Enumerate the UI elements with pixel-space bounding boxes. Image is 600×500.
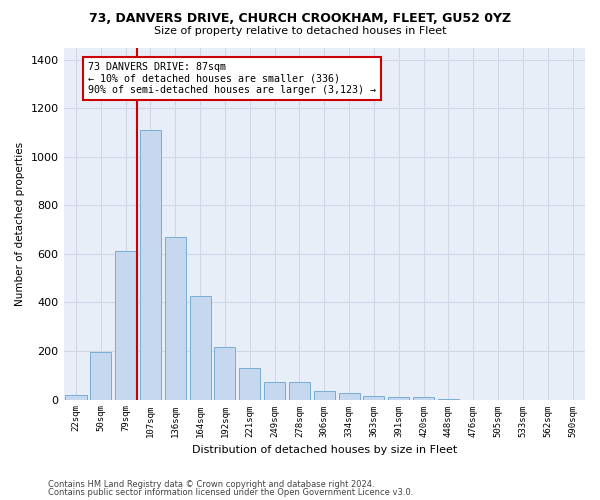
- Bar: [115, 252, 136, 400]
- Bar: [438, 398, 459, 400]
- Bar: [314, 391, 335, 400]
- Bar: [165, 237, 186, 400]
- Y-axis label: Number of detached properties: Number of detached properties: [15, 142, 25, 306]
- Text: Contains HM Land Registry data © Crown copyright and database right 2024.: Contains HM Land Registry data © Crown c…: [48, 480, 374, 489]
- Bar: [214, 348, 235, 400]
- Bar: [364, 396, 385, 400]
- Bar: [338, 393, 359, 400]
- Bar: [239, 368, 260, 400]
- X-axis label: Distribution of detached houses by size in Fleet: Distribution of detached houses by size …: [191, 445, 457, 455]
- Text: Contains public sector information licensed under the Open Government Licence v3: Contains public sector information licen…: [48, 488, 413, 497]
- Text: 73 DANVERS DRIVE: 87sqm
← 10% of detached houses are smaller (336)
90% of semi-d: 73 DANVERS DRIVE: 87sqm ← 10% of detache…: [88, 62, 376, 96]
- Bar: [190, 296, 211, 400]
- Bar: [65, 394, 86, 400]
- Bar: [289, 382, 310, 400]
- Text: Size of property relative to detached houses in Fleet: Size of property relative to detached ho…: [154, 26, 446, 36]
- Bar: [388, 396, 409, 400]
- Text: 73, DANVERS DRIVE, CHURCH CROOKHAM, FLEET, GU52 0YZ: 73, DANVERS DRIVE, CHURCH CROOKHAM, FLEE…: [89, 12, 511, 26]
- Bar: [264, 382, 285, 400]
- Bar: [90, 352, 112, 400]
- Bar: [140, 130, 161, 400]
- Bar: [413, 397, 434, 400]
